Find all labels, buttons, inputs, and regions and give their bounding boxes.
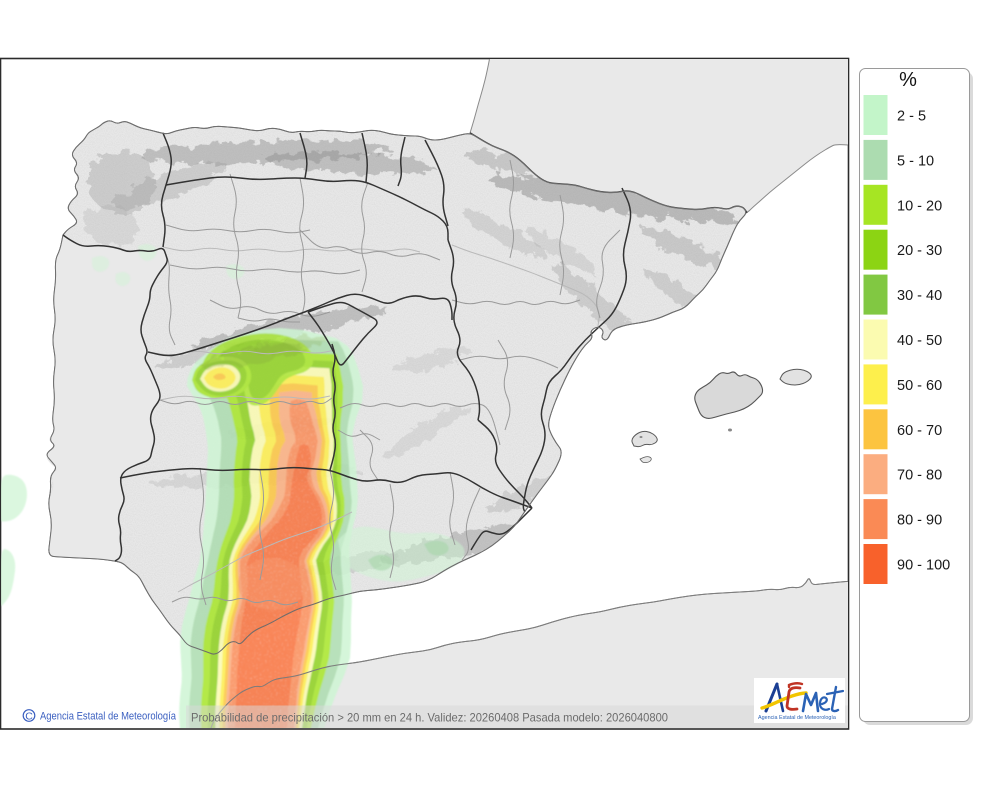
svg-text:C: C xyxy=(25,711,33,723)
svg-text:30 - 40: 30 - 40 xyxy=(897,288,942,304)
svg-text:Probabilidad de precipitación: Probabilidad de precipitación > 20 mm en… xyxy=(191,711,668,725)
svg-text:%: % xyxy=(899,69,917,91)
svg-text:50 - 60: 50 - 60 xyxy=(897,378,942,394)
svg-text:5 - 10: 5 - 10 xyxy=(897,153,934,169)
svg-text:10 - 20: 10 - 20 xyxy=(897,198,942,214)
svg-text:60 - 70: 60 - 70 xyxy=(897,423,942,439)
svg-text:90 - 100: 90 - 100 xyxy=(897,558,950,574)
svg-text:80 - 90: 80 - 90 xyxy=(897,513,942,529)
svg-text:Agencia Estatal de Meteorologí: Agencia Estatal de Meteorología xyxy=(758,715,836,721)
svg-text:2 - 5: 2 - 5 xyxy=(897,109,926,125)
svg-text:Agencia Estatal de Meteorologí: Agencia Estatal de Meteorología xyxy=(40,711,177,723)
svg-text:70 - 80: 70 - 80 xyxy=(897,468,942,484)
svg-text:20 - 30: 20 - 30 xyxy=(897,243,942,259)
svg-text:40 - 50: 40 - 50 xyxy=(897,333,942,349)
